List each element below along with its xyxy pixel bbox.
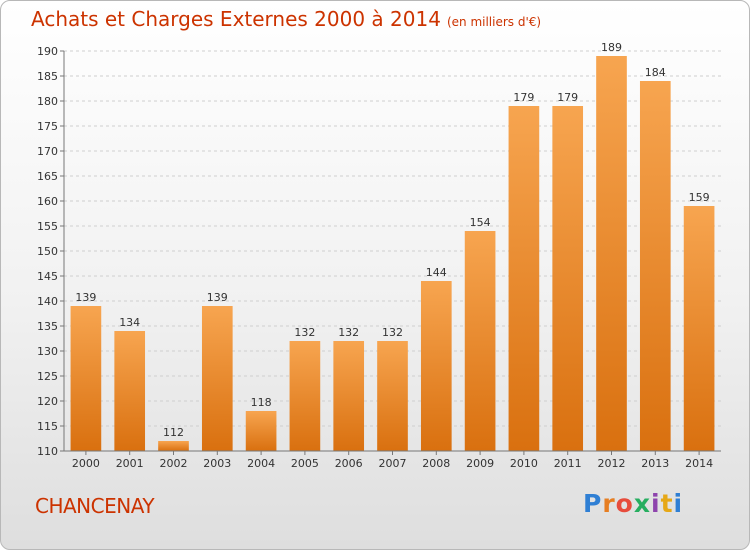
data-label: 189 bbox=[601, 41, 622, 54]
chart-title: Achats et Charges Externes 2000 à 2014 (e… bbox=[31, 7, 541, 31]
x-tick-label: 2005 bbox=[291, 457, 319, 470]
bar bbox=[201, 306, 233, 451]
y-tick-label: 115 bbox=[37, 420, 58, 433]
x-tick-label: 2013 bbox=[641, 457, 669, 470]
y-axis: 110 115 120 125 130 135 140 145 150 155 160 165 170 1… bbox=[37, 45, 65, 458]
x-tick-label: 2011 bbox=[554, 457, 582, 470]
x-tick-label: 2004 bbox=[247, 457, 275, 470]
y-tick-label: 155 bbox=[37, 220, 58, 233]
bars: 139 134 112 139 118 132 132 132 144 154 179 179 189 1… bbox=[70, 41, 715, 451]
bar bbox=[639, 81, 671, 451]
x-tick-label: 2009 bbox=[466, 457, 494, 470]
data-label: 139 bbox=[207, 291, 228, 304]
logo-letter: o bbox=[615, 489, 634, 518]
y-tick-label: 145 bbox=[37, 270, 58, 283]
bar bbox=[552, 106, 584, 451]
x-tick-label: 2006 bbox=[335, 457, 363, 470]
data-label: 154 bbox=[470, 216, 491, 229]
data-label: 139 bbox=[75, 291, 96, 304]
y-tick-label: 160 bbox=[37, 195, 58, 208]
logo-letter: x bbox=[633, 489, 651, 518]
bar bbox=[114, 331, 146, 451]
logo-letter: P bbox=[583, 489, 603, 518]
proxiti-logo: Proxiti bbox=[583, 489, 683, 518]
chart-subtitle: (en milliers d'€) bbox=[446, 15, 542, 29]
y-tick-label: 120 bbox=[37, 395, 58, 408]
y-tick-label: 135 bbox=[37, 320, 58, 333]
y-tick-label: 165 bbox=[37, 170, 58, 183]
bar bbox=[508, 106, 540, 451]
x-tick-label: 2003 bbox=[203, 457, 231, 470]
logo-letter: i bbox=[673, 489, 684, 518]
bar bbox=[377, 341, 408, 451]
data-label: 132 bbox=[294, 326, 315, 339]
y-tick-label: 175 bbox=[37, 120, 58, 133]
x-tick-label: 2000 bbox=[72, 457, 100, 470]
bar bbox=[245, 411, 277, 451]
bar bbox=[683, 206, 715, 451]
bar bbox=[70, 306, 102, 451]
x-axis: 2000 2001 2002 2003 2004 2005 2006 2007 2008 2009… bbox=[64, 450, 721, 470]
data-label: 134 bbox=[119, 316, 140, 329]
x-tick-label: 2008 bbox=[422, 457, 450, 470]
y-tick-label: 130 bbox=[37, 345, 58, 358]
y-tick-label: 185 bbox=[37, 70, 58, 83]
x-tick-label: 2010 bbox=[510, 457, 538, 470]
x-tick-label: 2007 bbox=[379, 457, 407, 470]
y-tick-label: 190 bbox=[37, 45, 58, 58]
data-label: 144 bbox=[426, 266, 447, 279]
chart-title-text: Achats et Charges Externes 2000 à 2014 bbox=[31, 7, 441, 31]
logo-letter: i bbox=[651, 489, 661, 518]
x-tick-label: 2002 bbox=[160, 457, 188, 470]
x-tick-label: 2012 bbox=[598, 457, 626, 470]
commune-name: CHANCENAY bbox=[35, 494, 155, 518]
data-label: 132 bbox=[382, 326, 403, 339]
bar bbox=[289, 341, 321, 451]
logo-letter: t bbox=[660, 489, 674, 518]
y-tick-label: 170 bbox=[37, 145, 58, 158]
data-label: 179 bbox=[557, 91, 578, 104]
data-label: 184 bbox=[645, 66, 666, 79]
data-label: 118 bbox=[251, 396, 272, 409]
y-tick-label: 140 bbox=[37, 295, 58, 308]
bar bbox=[596, 56, 627, 451]
logo-letter: r bbox=[602, 489, 616, 518]
y-tick-label: 150 bbox=[37, 245, 58, 258]
x-tick-label: 2014 bbox=[685, 457, 713, 470]
bar bbox=[464, 231, 496, 451]
x-tick-label: 2001 bbox=[116, 457, 144, 470]
y-tick-label: 125 bbox=[37, 370, 58, 383]
data-label: 159 bbox=[689, 191, 710, 204]
y-tick-label: 180 bbox=[37, 95, 58, 108]
bar bbox=[333, 341, 365, 451]
y-tick-label: 110 bbox=[37, 445, 58, 458]
bar bbox=[420, 281, 452, 451]
data-label: 132 bbox=[338, 326, 359, 339]
data-label: 112 bbox=[163, 426, 184, 439]
data-label: 179 bbox=[513, 91, 534, 104]
bar bbox=[158, 441, 189, 451]
